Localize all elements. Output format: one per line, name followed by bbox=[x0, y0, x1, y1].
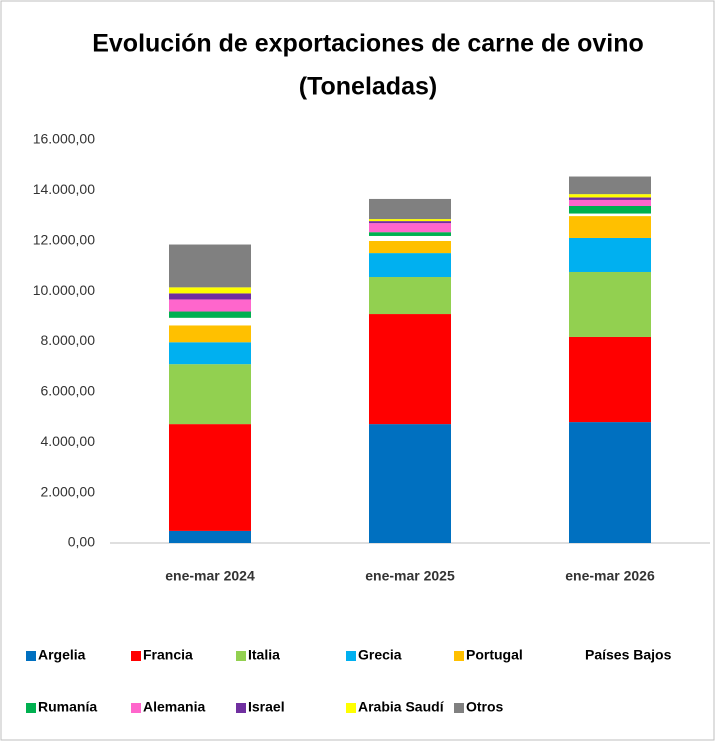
bar-segment bbox=[569, 194, 651, 198]
y-tick-label: 2.000,00 bbox=[41, 483, 96, 499]
y-tick-label: 0,00 bbox=[68, 534, 95, 550]
bar-segment bbox=[169, 299, 251, 312]
bar-segment bbox=[169, 311, 251, 318]
bar-segment bbox=[369, 235, 451, 242]
y-tick-label: 8.000,00 bbox=[41, 332, 96, 348]
bar-segment bbox=[569, 237, 651, 272]
bar-segment bbox=[569, 213, 651, 217]
chart-title: Evolución de exportaciones de carne de o… bbox=[92, 30, 644, 58]
bar-segment bbox=[169, 244, 251, 288]
bar-segment bbox=[169, 364, 251, 425]
legend-label: Argelia bbox=[38, 647, 86, 663]
legend-label: Francia bbox=[143, 647, 193, 663]
bar-segment bbox=[569, 197, 651, 200]
bar-segment bbox=[369, 277, 451, 315]
bar-segment bbox=[569, 176, 651, 195]
legend-swatch bbox=[454, 651, 464, 661]
legend-label: Países Bajos bbox=[585, 647, 672, 663]
bar-segment bbox=[169, 317, 251, 326]
bar-segment bbox=[369, 223, 451, 233]
bar-segment bbox=[569, 216, 651, 238]
bar-segment bbox=[169, 424, 251, 531]
bar-segment bbox=[369, 221, 451, 224]
bar-segment bbox=[169, 293, 251, 300]
y-tick-label: 16.000,00 bbox=[33, 131, 95, 147]
bar-segment bbox=[569, 199, 651, 206]
legend-swatch bbox=[131, 651, 141, 661]
x-tick-label: ene-mar 2025 bbox=[365, 568, 455, 584]
legend-label: Rumanía bbox=[38, 699, 97, 715]
bar-segment bbox=[569, 271, 651, 337]
legend-label: Italia bbox=[248, 647, 280, 663]
y-tick-label: 12.000,00 bbox=[33, 231, 95, 247]
x-tick-label: ene-mar 2026 bbox=[565, 568, 655, 584]
legend-label: Israel bbox=[248, 699, 285, 715]
legend-label: Alemania bbox=[143, 699, 205, 715]
bar-segment bbox=[169, 287, 251, 294]
y-tick-label: 4.000,00 bbox=[41, 433, 96, 449]
legend-swatch bbox=[131, 703, 141, 713]
legend-swatch bbox=[346, 703, 356, 713]
y-tick-label: 14.000,00 bbox=[33, 181, 95, 197]
legend-swatch bbox=[236, 651, 246, 661]
bar-segment bbox=[369, 424, 451, 543]
bar-segment bbox=[569, 205, 651, 214]
legend-swatch bbox=[26, 703, 36, 713]
legend-swatch bbox=[236, 703, 246, 713]
legend-label: Grecia bbox=[358, 647, 402, 663]
legend-label: Otros bbox=[466, 699, 504, 715]
bar-segment bbox=[369, 198, 451, 220]
legend-label: Arabia Saudí bbox=[358, 699, 445, 715]
bar-segment bbox=[369, 232, 451, 236]
legend-label: Portugal bbox=[466, 647, 523, 663]
bar-segment bbox=[569, 336, 651, 423]
bar-segment bbox=[369, 314, 451, 425]
legend-swatch bbox=[346, 651, 356, 661]
bar-segment bbox=[369, 241, 451, 254]
legend-swatch bbox=[573, 651, 583, 661]
bar-segment bbox=[169, 530, 251, 543]
x-tick-label: ene-mar 2024 bbox=[165, 568, 255, 584]
bar-segment bbox=[369, 219, 451, 222]
legend-swatch bbox=[454, 703, 464, 713]
bar-segment bbox=[169, 342, 251, 365]
chart-subtitle: (Toneladas) bbox=[299, 73, 437, 101]
y-tick-label: 6.000,00 bbox=[41, 383, 96, 399]
legend-swatch bbox=[26, 651, 36, 661]
bar-segment bbox=[169, 325, 251, 343]
bar-segment bbox=[369, 253, 451, 278]
bar-segment bbox=[569, 422, 651, 543]
y-tick-label: 10.000,00 bbox=[33, 282, 95, 298]
